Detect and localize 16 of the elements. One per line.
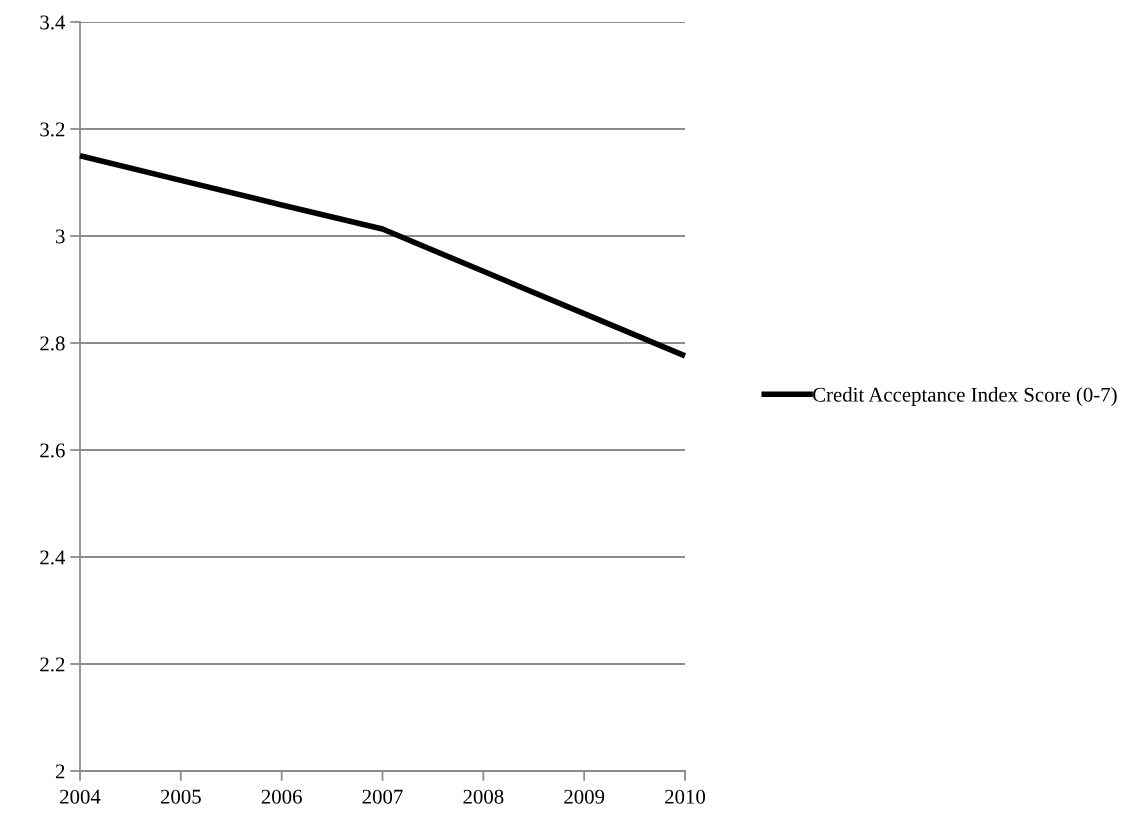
legend-label: Credit Acceptance Index Score (0-7) bbox=[813, 387, 1117, 407]
y-tick-label: 3.2 bbox=[40, 122, 65, 137]
x-tick-label: 2008 bbox=[463, 789, 504, 804]
x-tick-label: 2004 bbox=[60, 789, 101, 804]
y-tick-label: 3 bbox=[56, 229, 65, 244]
x-tick-label: 2009 bbox=[564, 789, 605, 804]
x-tick-label: 2006 bbox=[261, 789, 302, 804]
x-tick-label: 2010 bbox=[665, 789, 706, 804]
x-tick-label: 2005 bbox=[160, 789, 201, 804]
y-tick-label: 2.2 bbox=[40, 657, 65, 672]
y-tick-label: 2.8 bbox=[40, 336, 65, 351]
x-tick-label: 2007 bbox=[362, 789, 403, 804]
y-tick-label: 3.4 bbox=[40, 15, 66, 30]
y-tick-label: 2.4 bbox=[40, 550, 66, 565]
y-tick-label: 2.6 bbox=[40, 443, 65, 458]
y-tick-label: 2 bbox=[55, 764, 65, 779]
